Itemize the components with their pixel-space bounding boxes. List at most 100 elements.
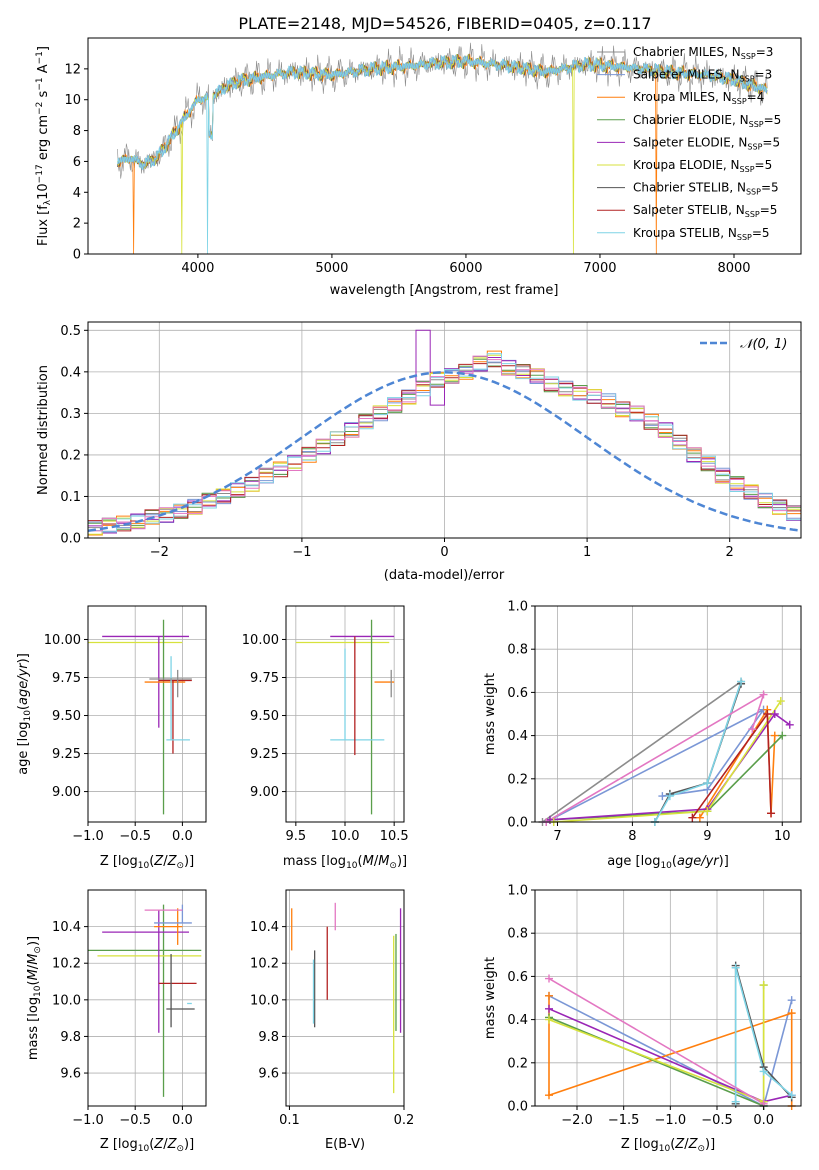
y-tick-label: 10.0: [52, 993, 81, 1008]
axes-frame: [87, 889, 207, 1107]
x-tick-label: 0: [440, 545, 448, 560]
x-tick-label: 10: [774, 829, 791, 844]
weight-marker: [658, 792, 667, 801]
legend-label: Salpeter MILES, NSSP=3: [633, 68, 772, 84]
y-tick-label: 0.4: [507, 1013, 528, 1028]
plot-area-residuals: [88, 329, 801, 536]
axes-frame: [534, 889, 802, 1107]
weight-marker: [545, 974, 553, 983]
weight-line-salpeter-miles: [545, 708, 765, 822]
y-tick-label: 1.0: [507, 600, 528, 615]
x-tick-label: 0.2: [394, 1113, 415, 1128]
plot-area-spectrum: [117, 42, 768, 254]
y-tick-label: 0.0: [507, 1100, 528, 1115]
y-tick-label: 0.8: [507, 643, 528, 658]
y-tick-label: 9.50: [52, 709, 81, 724]
y-tick-label: 9.75: [250, 671, 279, 686]
plot-area-age-vs-mass: [295, 619, 395, 815]
y-tick-label: 9.00: [250, 785, 279, 800]
y-tick-label: 10.4: [52, 920, 81, 935]
x-tick-label: 7: [553, 829, 561, 844]
y-tick-label: 10.2: [52, 957, 81, 972]
spectrum-legend: Chabrier MILES, NSSP=3 Salpeter MILES, NS…: [597, 45, 781, 242]
y-tick-label: 10: [64, 93, 81, 108]
y-tick-label: 1.0: [507, 884, 528, 899]
normal-curve: [88, 371, 801, 532]
y-tick-label: 0.2: [507, 1056, 528, 1071]
y-tick-label: 2: [73, 217, 81, 232]
weight-marker: [785, 720, 794, 729]
legend-label: Kroupa ELODIE, NSSP=5: [633, 158, 772, 174]
legend-label: Chabrier STELIB, NSSP=5: [633, 181, 779, 197]
y-tick-label: 10.00: [242, 633, 279, 648]
weight-marker: [731, 1097, 740, 1106]
histogram-salpeter-elodie: [88, 329, 801, 534]
y-tick-label: 0.0: [507, 816, 528, 831]
x-tick-label: 9.5: [285, 829, 306, 844]
weight-marker: [731, 963, 740, 972]
y-tick-label: 9.8: [258, 1030, 279, 1045]
x-tick-label: 0.0: [753, 1113, 774, 1128]
x-tick-label: −0.5: [119, 829, 151, 844]
y-tick-label: 0.0: [60, 532, 81, 547]
y-tick-label: 4: [73, 186, 81, 201]
y-tick-label: 0.6: [507, 686, 528, 701]
weight-vs-metallicity-panel: Z [log10(Z/Z⊙)] mass weight −2.0 −1.5 −1.0…: [483, 884, 802, 1154]
plot-area-weight-vs-age: [542, 679, 791, 822]
y-tick-label: 10.0: [250, 993, 279, 1008]
legend-label: Kroupa STELIB, NSSP=5: [633, 226, 770, 242]
x-tick-label: 8: [628, 829, 636, 844]
residuals-xlabel: (data-model)/error: [384, 568, 505, 583]
spectrum-line-kroupa-stelib: [117, 55, 768, 254]
x-tick-label: 8000: [717, 261, 750, 276]
y-tick-label: 9.6: [258, 1067, 279, 1082]
y-tick-label: 9.25: [250, 747, 279, 762]
age-z-xlabel: Z [log10(Z/Z⊙)]: [100, 854, 194, 871]
y-tick-label: 6: [73, 155, 81, 170]
age-vs-metallicity-panel: Z [log10(Z/Z⊙)] age [log10(age/yr)] −1.0…: [16, 605, 207, 871]
weight-marker: [787, 1009, 796, 1018]
age-z-ylabel: age [log10(age/yr)]: [16, 653, 33, 775]
weight-marker: [545, 1015, 553, 1024]
x-tick-label: 10.5: [380, 829, 409, 844]
x-tick-label: 4000: [181, 261, 214, 276]
x-tick-label: 0.0: [172, 1113, 193, 1128]
spectrum-line-kroupa-elodie: [117, 54, 768, 254]
legend-label: Salpeter ELODIE, NSSP=5: [633, 135, 780, 151]
mass-z-ylabel: mass [log10(M/M⊙)]: [26, 936, 43, 1060]
weight-marker: [688, 813, 697, 822]
weight-marker: [695, 813, 704, 822]
legend-label: Chabrier ELODIE, NSSP=5: [633, 113, 781, 129]
x-tick-label: 7000: [583, 261, 616, 276]
x-tick-label: −2.0: [561, 1113, 593, 1128]
residuals-ylabel: Normed distribution: [36, 365, 51, 495]
weight-line-kroupa-miles: [548, 995, 793, 1106]
weight-marker: [703, 779, 712, 788]
weight-line-salpeter-miles: [548, 995, 793, 1106]
weight-marker: [759, 1067, 768, 1076]
y-tick-label: 12: [64, 62, 81, 77]
y-tick-label: 9.25: [52, 747, 81, 762]
y-tick-label: 10.00: [44, 633, 81, 648]
y-tick-label: 9.00: [52, 785, 81, 800]
plot-area-mass-vs-Z: [88, 904, 202, 1097]
x-tick-label: 10.0: [331, 829, 360, 844]
x-tick-label: −1: [292, 545, 311, 560]
weight-marker: [703, 807, 712, 816]
weight-line-kroupa-stelib: [654, 681, 742, 822]
spectrum-ylabel: Flux [fλ10−17 erg cm−2 s−1 A−1]: [35, 46, 53, 246]
x-tick-label: −1.0: [72, 829, 104, 844]
x-tick-label: 5000: [315, 261, 348, 276]
weight-marker: [770, 710, 779, 718]
y-tick-label: 10.2: [250, 957, 279, 972]
weight-z-ylabel: mass weight: [483, 957, 498, 1039]
axes-frame: [87, 37, 802, 255]
y-tick-label: 0.4: [507, 729, 528, 744]
x-tick-label: 6000: [449, 261, 482, 276]
mass-ebv-xlabel: E(B-V): [325, 1137, 365, 1152]
plot-area-age-vs-Z: [88, 619, 192, 815]
legend-label: Salpeter STELIB, NSSP=5: [633, 203, 777, 219]
weight-marker: [763, 710, 772, 718]
weight-marker: [759, 981, 768, 990]
